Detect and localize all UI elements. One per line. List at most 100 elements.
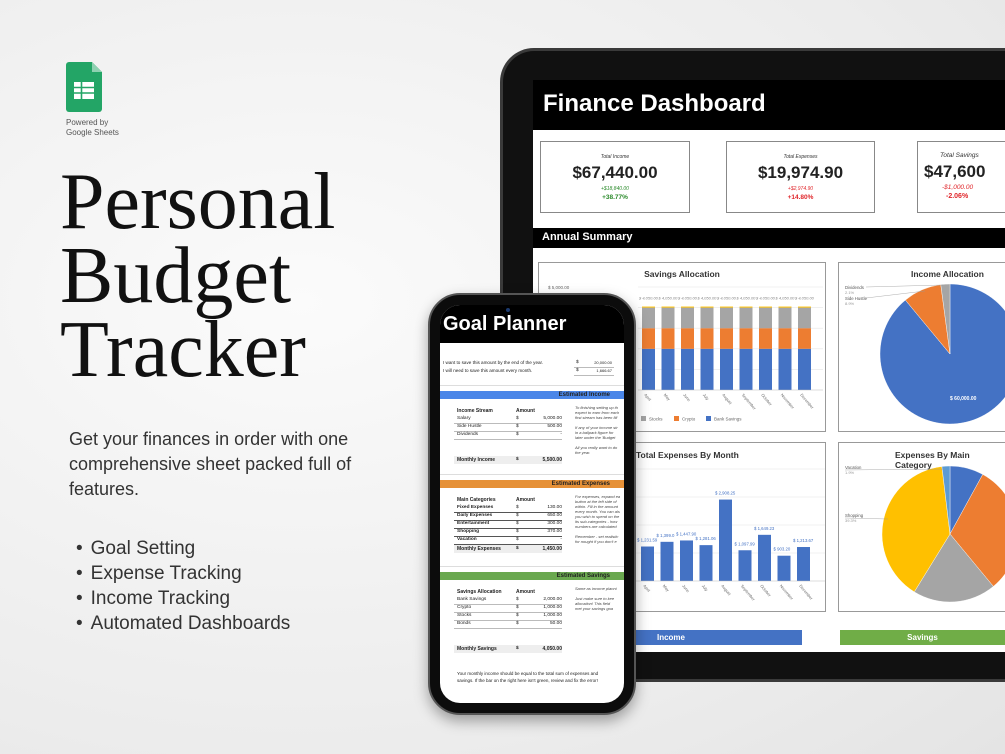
row-amount: 130.00 [547,505,562,510]
row-currency: $ [516,513,519,518]
bar-segment-stocks [759,307,772,329]
help-note: allocation! This field [575,601,611,606]
x-tick-label: October [759,583,772,598]
kpi-label: Total Income [600,154,630,160]
legend-swatch [641,416,646,421]
hero-title-line: Budget [60,232,292,320]
x-tick-label: December [798,583,814,601]
help-note: To finishing setting up th [575,405,618,410]
row-label: Side Hustle [457,424,482,429]
pie-label: Shopping [845,513,864,518]
x-tick-label: September [741,392,758,411]
total-amount: 1,450.00 [542,546,562,552]
expense-bar [797,547,810,581]
goal-planner-header: Goal Planner [440,305,624,343]
bar-segment-crypto [778,328,792,349]
pie-slice-dividends [940,283,951,355]
data-label: $ 4,050.00 [697,296,718,301]
section-divider [440,566,624,567]
data-label: $ 1,399.0 [657,533,676,538]
row-currency: $ [516,621,519,626]
help-note: its sub-categories - how [575,519,618,524]
pie-slice-entertainment [914,533,994,603]
data-label: $ 4,050.00 [638,296,659,301]
help-note: you wish to spend on the [575,514,620,519]
total-label: Monthly Income [457,457,496,463]
help-note: later under the 'Budget [575,435,616,440]
divider [454,422,562,424]
column-header: Savings Allocation [457,589,502,595]
savings-section-band: Estimated Savings [440,572,624,580]
row-amount: - [560,537,562,542]
expenses-section-band: Estimated Expenses [440,480,624,488]
help-note: numbers are calculated [575,524,617,529]
help-note: Same as income planni [575,586,617,591]
hero-title-line: Personal [60,158,336,246]
camera-icon [506,308,510,312]
dashboard-title: Finance Dashboard [543,90,766,117]
kpi-card-expenses: Total Expenses $19,974.90 +$2,974.90 +14… [726,141,875,213]
total-row-bg [454,456,562,464]
google-sheets-icon [66,62,102,112]
pie-slice-daily-expenses [949,474,1005,587]
kpi-percent: -2.06% [946,193,969,200]
kpi-card-savings: Total Savings $47,600 -$1,000.00 -2.06% [917,141,1005,213]
row-label: Daily Expenses [457,513,493,518]
bar-segment-bonds [720,306,733,308]
row-label: Bank Savings [457,597,487,602]
bar-segment-bank-savings [681,348,694,390]
data-label: $ 4,050.00 [677,296,698,301]
help-note: expect to earn from each [575,410,620,415]
total-row-bg [454,545,562,553]
row-amount: 300.00 [547,521,562,526]
row-label: Crypto [457,605,472,610]
feature-item: Goal Setting [76,536,290,561]
bar-segment-bonds [778,306,792,308]
row-currency: $ [516,537,519,542]
bar-segment-bank-savings [778,348,792,390]
total-currency: $ [516,646,519,651]
bar-segment-stocks [739,307,753,329]
row-currency: $ [516,432,519,437]
data-label: $ 2,908.25 [715,491,736,496]
dashboard-charts: $ 5,000.00 $ 4,050.00 April $ 4,050.00 May $ … [548,283,1005,603]
goal-text: I will need to save this amount every mo… [443,368,533,373]
pie-label: Dividends [845,285,864,290]
kpi-value: $47,600 [924,162,986,181]
divider [454,438,562,440]
bar-segment-bank-savings [759,348,772,390]
expense-bar [719,499,732,581]
powered-by-label: Powered by Google Sheets [66,118,119,138]
bar-segment-crypto [661,328,675,349]
bar-segment-bonds [798,306,811,308]
feature-item: Automated Dashboards [76,611,291,636]
feature-list: Goal Setting Expense Tracking Income Tra… [76,536,291,636]
column-header: Amount [516,497,535,503]
annual-summary-header: Annual Summary [533,228,1005,248]
divider [454,543,562,545]
divider [454,519,562,521]
expense-bar [738,550,752,581]
legend-label: Bank Savings [714,417,742,422]
data-label: $ 4,050.00 [716,296,737,301]
bar-segment-bonds [681,306,694,308]
help-note: the year. [575,450,591,455]
help-note: All you really want to do [575,445,618,450]
kpi-label: Total Savings [940,152,979,159]
bar-segment-crypto [642,328,655,349]
help-note: Remember - set realistic [575,534,619,539]
income-section-band: Estimated Income [440,391,624,399]
feature-item: Expense Tracking [76,561,290,586]
bar-segment-bank-savings [739,348,753,390]
row-amount: 650.00 [547,513,562,518]
help-note: for nought if you don't e [575,539,617,544]
pie-percent: 2.1% [845,290,855,295]
bar-segment-bank-savings [642,348,655,390]
bar-segment-bank-savings [661,348,675,390]
row-label: Shopping [457,529,480,534]
data-label: $ 1,213.67 [793,538,814,543]
row-currency: $ [516,613,519,618]
x-tick-label: April [643,392,652,401]
bar-segment-crypto [681,328,694,349]
total-row-bg [454,645,562,653]
